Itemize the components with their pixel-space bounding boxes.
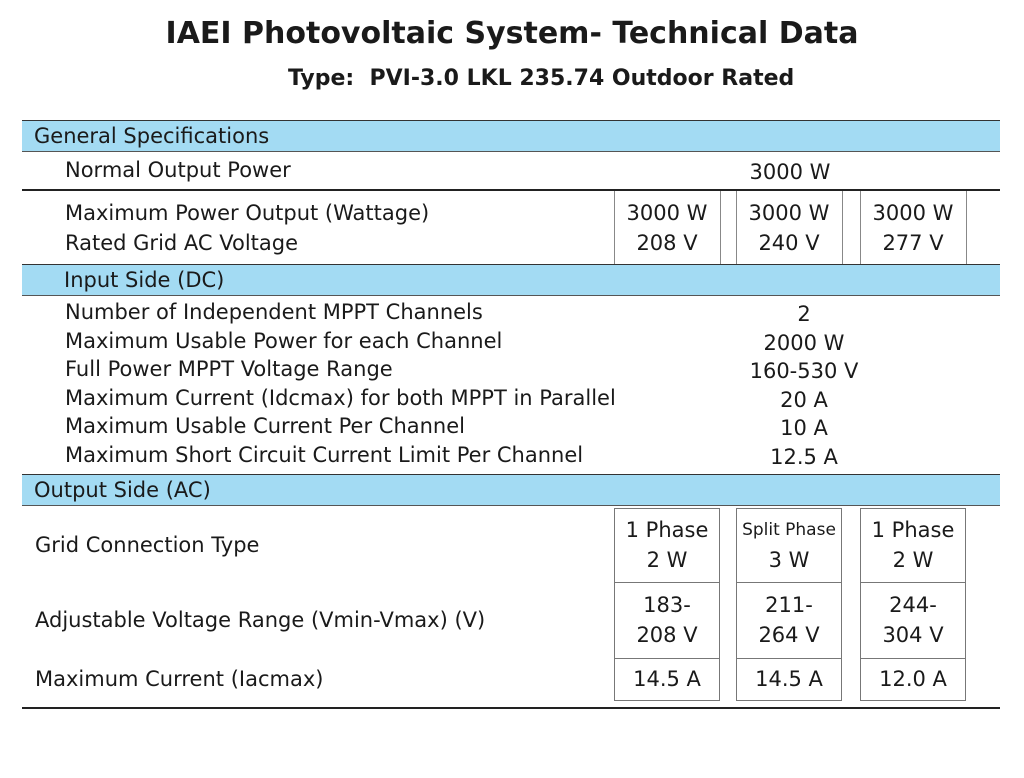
cell: Split Phase	[742, 520, 836, 540]
row-label: Maximum Usable Power for each Channel	[65, 328, 503, 353]
cell: 3000 W	[626, 201, 708, 225]
section-bar: Input Side (DC)	[22, 264, 1000, 296]
row-label: Full Power MPPT Voltage Range	[65, 357, 393, 382]
cell: 3 W	[768, 548, 810, 572]
row-label: Number of Independent MPPT Channels	[65, 300, 483, 324]
rule	[22, 189, 1000, 191]
row-value: 12.5 A	[770, 445, 838, 469]
title: IAEI Photovoltaic System- Technical Data	[165, 16, 859, 51]
row-label: Maximum Current (Idcmax) for both MPPT i…	[65, 385, 616, 410]
row-label: Adjustable Voltage Range (Vmin-Vmax) (V)	[35, 608, 486, 632]
cell: 304 V	[882, 623, 944, 647]
cell: 208 V	[636, 231, 698, 255]
rule	[22, 707, 1000, 709]
row-label: Maximum Current (Iacmax)	[35, 667, 324, 691]
row-value: 160-530 V	[749, 359, 859, 384]
cell: 183-	[643, 593, 691, 617]
section-title: Output Side (AC)	[34, 478, 211, 502]
section-title: Input Side (DC)	[64, 268, 225, 292]
section-bar: General Specifications	[22, 120, 1000, 152]
divider	[720, 191, 721, 264]
section-bar: Output Side (AC)	[22, 474, 1000, 506]
section-title: General Specifications	[34, 124, 270, 148]
row-value: 2	[797, 302, 811, 326]
cell: 3000 W	[872, 201, 954, 225]
row-value: 2000 W	[763, 330, 845, 355]
cell-box	[614, 658, 720, 701]
row-value: 10 A	[780, 416, 828, 441]
row-label: Maximum Usable Current Per Channel	[65, 414, 465, 439]
divider	[842, 191, 843, 264]
divider	[860, 191, 861, 264]
divider	[614, 191, 615, 264]
row-label: Maximum Short Circuit Current Limit Per …	[65, 443, 584, 467]
cell: 2 W	[646, 548, 688, 572]
cell: 240 V	[758, 231, 820, 255]
divider	[736, 191, 737, 264]
cell: 3000 W	[748, 201, 830, 225]
row-label: Rated Grid AC Voltage	[65, 231, 299, 255]
row-label: Maximum Power Output (Wattage)	[65, 201, 430, 225]
cell: 12.0 A	[879, 667, 947, 691]
cell: 2 W	[892, 548, 934, 572]
row-value: 20 A	[780, 387, 828, 412]
cell: 208 V	[636, 623, 698, 647]
cell-box	[860, 658, 966, 701]
cell-box	[736, 658, 842, 701]
cell: 1 Phase	[625, 518, 709, 542]
row-label: Grid Connection Type	[35, 533, 260, 557]
cell: 264 V	[758, 623, 820, 647]
cell: 1 Phase	[871, 518, 955, 542]
cell: 14.5 A	[755, 667, 823, 691]
cell: 211-	[765, 593, 813, 617]
divider	[966, 191, 967, 264]
cell: 277 V	[882, 231, 944, 255]
cell: 244-	[889, 593, 937, 617]
row-label: Normal Output Power	[65, 158, 291, 182]
row-value: 3000 W	[749, 160, 831, 184]
subtitle: Type: PVI-3.0 LKL 235.74 Outdoor Rated	[288, 66, 795, 91]
cell: 14.5 A	[633, 667, 701, 691]
